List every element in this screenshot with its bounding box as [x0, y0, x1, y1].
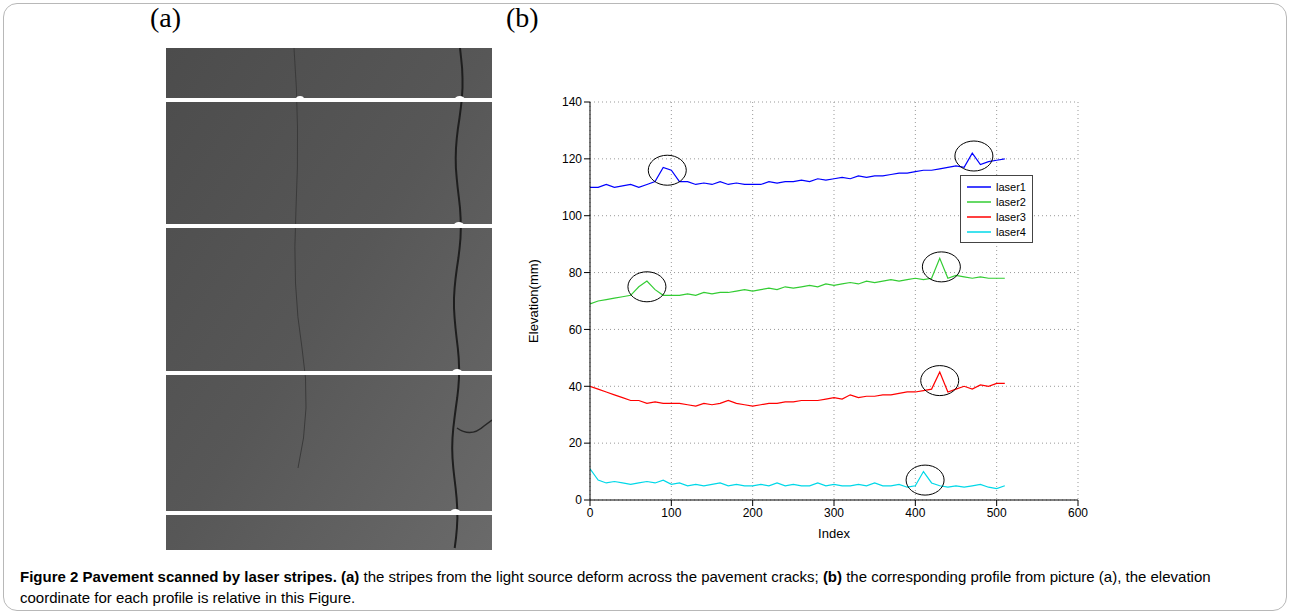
- svg-text:60: 60: [569, 323, 583, 337]
- svg-text:500: 500: [987, 506, 1007, 520]
- html-text:laser4: laser4: [996, 225, 1026, 238]
- svg-text:Elevation(mm): Elevation(mm): [526, 259, 541, 343]
- svg-text:80: 80: [569, 266, 583, 280]
- html-text:laser1: laser1: [996, 180, 1026, 193]
- html-text:(b): (b): [506, 2, 539, 33]
- html-text:(a): (a): [150, 2, 182, 33]
- svg-text:40: 40: [569, 380, 583, 394]
- svg-text:600: 600: [1068, 506, 1088, 520]
- svg-text:140: 140: [562, 95, 582, 109]
- svg-text:200: 200: [743, 506, 763, 520]
- svg-text:0: 0: [575, 493, 582, 507]
- svg-text:400: 400: [905, 506, 925, 520]
- html-text:laser2: laser2: [996, 195, 1026, 208]
- html-text:laser3: laser3: [996, 210, 1026, 223]
- html-text:Figure 2 Pavement scanned by l: Figure 2 Pavement scanned by laser strip…: [20, 568, 1211, 606]
- svg-text:Index: Index: [818, 526, 850, 541]
- svg-text:300: 300: [824, 506, 844, 520]
- svg-text:100: 100: [562, 209, 582, 223]
- svg-text:20: 20: [569, 436, 583, 450]
- svg-text:100: 100: [661, 506, 681, 520]
- svg-text:0: 0: [587, 506, 594, 520]
- svg-text:120: 120: [562, 152, 582, 166]
